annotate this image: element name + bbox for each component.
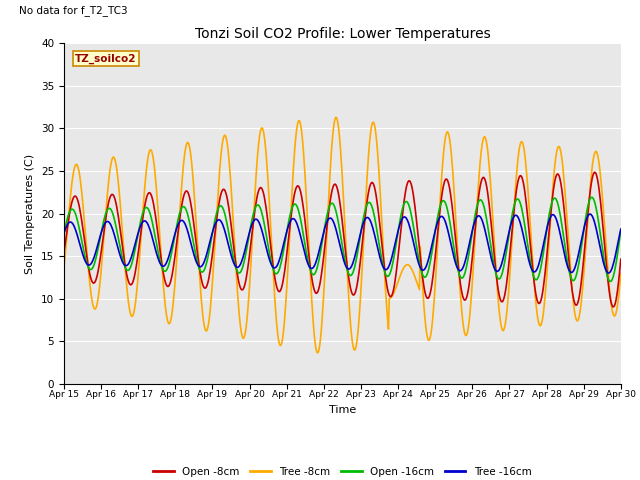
Y-axis label: Soil Temperatures (C): Soil Temperatures (C) xyxy=(26,154,35,274)
Text: No data for f_T2_TC3: No data for f_T2_TC3 xyxy=(19,5,128,16)
X-axis label: Time: Time xyxy=(329,405,356,415)
Legend: Open -8cm, Tree -8cm, Open -16cm, Tree -16cm: Open -8cm, Tree -8cm, Open -16cm, Tree -… xyxy=(149,463,536,480)
Text: TZ_soilco2: TZ_soilco2 xyxy=(75,53,136,64)
Title: Tonzi Soil CO2 Profile: Lower Temperatures: Tonzi Soil CO2 Profile: Lower Temperatur… xyxy=(195,27,490,41)
